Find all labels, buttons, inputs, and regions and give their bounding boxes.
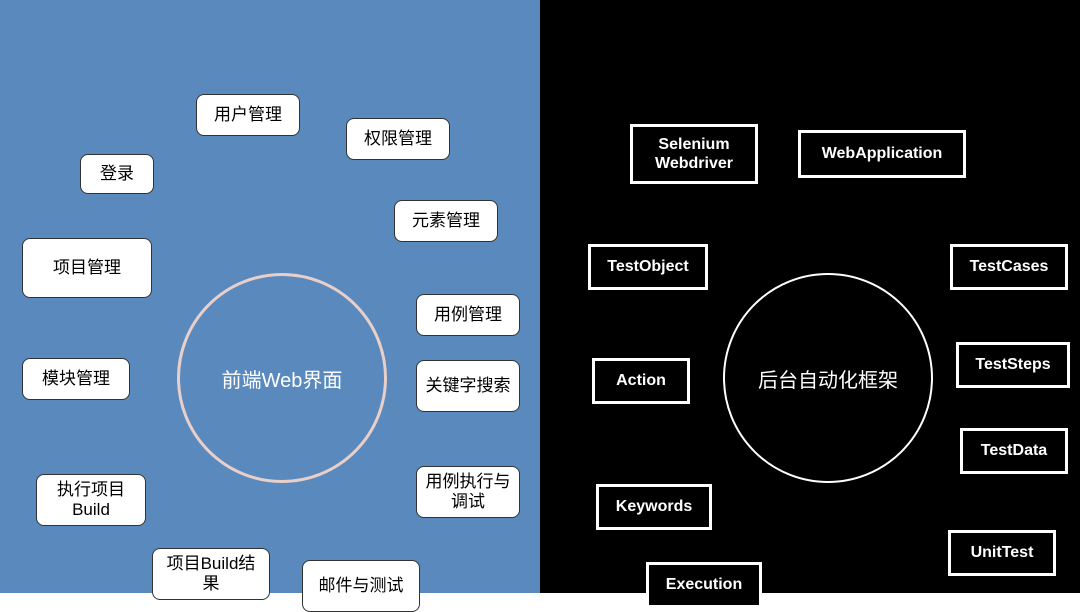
right-center-circle: 后台自动化框架 bbox=[723, 273, 933, 483]
node-case-exec: 用例执行与调试 bbox=[416, 466, 520, 518]
node-keywords: Keywords bbox=[596, 484, 712, 530]
node-testdata: TestData bbox=[960, 428, 1068, 474]
node-webapp: WebApplication bbox=[798, 130, 966, 178]
node-keyword-search: 关键字搜索 bbox=[416, 360, 520, 412]
node-testcases: TestCases bbox=[950, 244, 1068, 290]
node-unittest: UnitTest bbox=[948, 530, 1056, 576]
node-project-mgmt: 项目管理 bbox=[22, 238, 152, 298]
left-center-label: 前端Web界面 bbox=[222, 364, 343, 393]
left-center-circle: 前端Web界面 bbox=[177, 273, 387, 483]
node-exec-build: 执行项目 Build bbox=[36, 474, 146, 526]
node-perm-mgmt: 权限管理 bbox=[346, 118, 450, 160]
node-build-result: 项目Build结果 bbox=[152, 548, 270, 600]
node-selenium: Selenium Webdriver bbox=[630, 124, 758, 184]
node-module-mgmt: 模块管理 bbox=[22, 358, 130, 400]
node-element-mgmt: 元素管理 bbox=[394, 200, 498, 242]
node-email-test: 邮件与测试 bbox=[302, 560, 420, 612]
node-action: Action bbox=[592, 358, 690, 404]
node-user-mgmt: 用户管理 bbox=[196, 94, 300, 136]
node-testobject: TestObject bbox=[588, 244, 708, 290]
node-case-mgmt: 用例管理 bbox=[416, 294, 520, 336]
left-panel: 前端Web界面 登录 用户管理权限管理项目管理 元素管理用例管理模块管理 关键字搜索执… bbox=[0, 0, 540, 593]
right-panel: 后台自动化框架 Selenium Webdriver WebApplication… bbox=[540, 0, 1080, 593]
node-execution: Execution bbox=[646, 562, 762, 608]
node-login: 登录 bbox=[80, 154, 154, 194]
right-center-label: 后台自动化框架 bbox=[758, 364, 898, 393]
node-teststeps: TestSteps bbox=[956, 342, 1070, 388]
